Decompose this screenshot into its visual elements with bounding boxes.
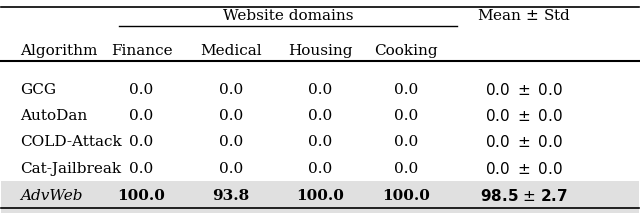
Text: 100.0: 100.0 (382, 189, 430, 203)
Text: 0.0: 0.0 (394, 162, 418, 176)
Text: AutoDan: AutoDan (20, 109, 88, 123)
Text: Website domains: Website domains (223, 9, 353, 23)
Text: $0.0\ \pm\ 0.0$: $0.0\ \pm\ 0.0$ (485, 161, 563, 177)
Bar (1, 181, 639, 213)
Text: COLD-Attack: COLD-Attack (20, 135, 122, 149)
Text: Mean $\pm$ Std: Mean $\pm$ Std (477, 8, 571, 23)
Text: 100.0: 100.0 (296, 189, 344, 203)
Text: Finance: Finance (111, 44, 172, 58)
Text: 0.0: 0.0 (308, 135, 332, 149)
Text: Housing: Housing (288, 44, 352, 58)
Text: 0.0: 0.0 (129, 135, 154, 149)
Text: 0.0: 0.0 (308, 162, 332, 176)
Text: Medical: Medical (200, 44, 262, 58)
Text: 0.0: 0.0 (394, 109, 418, 123)
Text: $0.0\ \pm\ 0.0$: $0.0\ \pm\ 0.0$ (485, 82, 563, 98)
Text: 0.0: 0.0 (129, 83, 154, 97)
Text: Cat-Jailbreak: Cat-Jailbreak (20, 162, 122, 176)
Text: 0.0: 0.0 (219, 162, 243, 176)
Text: 0.0: 0.0 (308, 83, 332, 97)
Text: 0.0: 0.0 (129, 109, 154, 123)
Text: Cooking: Cooking (374, 44, 438, 58)
Text: 100.0: 100.0 (118, 189, 166, 203)
Text: $0.0\ \pm\ 0.0$: $0.0\ \pm\ 0.0$ (485, 108, 563, 124)
Text: 0.0: 0.0 (308, 109, 332, 123)
Text: AdvWeb: AdvWeb (20, 189, 83, 203)
Text: 0.0: 0.0 (394, 135, 418, 149)
Text: Algorithm: Algorithm (20, 44, 98, 58)
Text: 0.0: 0.0 (219, 135, 243, 149)
Text: 93.8: 93.8 (212, 189, 250, 203)
Text: GCG: GCG (20, 83, 56, 97)
Text: $\mathbf{98.5}$ $\pm$ $\mathbf{2.7}$: $\mathbf{98.5}$ $\pm$ $\mathbf{2.7}$ (480, 188, 568, 204)
Text: 0.0: 0.0 (219, 83, 243, 97)
Text: 0.0: 0.0 (219, 109, 243, 123)
Text: 0.0: 0.0 (394, 83, 418, 97)
Text: $0.0\ \pm\ 0.0$: $0.0\ \pm\ 0.0$ (485, 134, 563, 150)
Text: 0.0: 0.0 (129, 162, 154, 176)
